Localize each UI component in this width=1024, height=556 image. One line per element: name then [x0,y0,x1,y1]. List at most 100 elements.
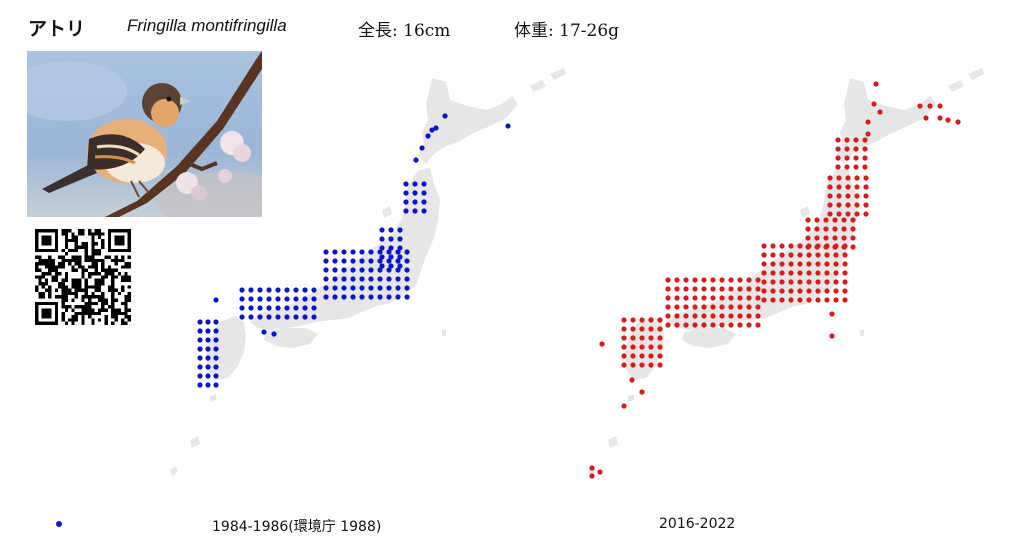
land-shape [170,466,178,476]
period-1-record-dot [341,267,347,273]
period-1-record-dot [293,314,299,320]
period-2-record-dot [683,277,689,283]
period-2-record-dot [710,277,716,283]
period-2-record-dot [862,137,868,143]
period-2-record-dot [833,261,839,267]
period-1-record-dot [505,123,511,129]
period-2-record-dot [737,304,743,310]
period-2-record-dot [728,295,734,301]
period-2-record-dot [639,326,645,332]
period-2-record-dot [845,193,851,199]
period-1-record-dot [257,296,263,302]
period-1-record-dot [239,287,245,293]
period-1-record-dot [350,294,356,300]
period-2-record-dot [746,277,752,283]
period-2-record-dot [945,117,951,123]
period-1-record-dot [239,305,245,311]
period-2-record-dot [824,252,830,258]
body-weight: 体重: 17-26g [514,21,620,41]
period-2-record-dot [842,261,848,267]
period-2-record-dot [863,184,869,190]
period-2-record-dot [630,317,636,323]
period-1-record-dot [425,133,431,139]
period-2-record-dot [683,286,689,292]
period-2-record-dot [728,286,734,292]
period-1-record-dot [197,337,203,343]
period-1-record-dot [379,263,385,269]
period-2-record-dot [770,261,776,267]
period-1-record-dot [311,305,317,311]
period-1-record-dot [404,258,410,264]
period-2-record-dot [788,297,794,303]
period-2-record-dot [806,297,812,303]
period-1-record-dot [311,296,317,302]
period-2-record-dot [701,304,707,310]
period-2-record-dot [728,313,734,319]
period-2-record-dot [853,155,859,161]
period-2-record-dot [845,175,851,181]
period-2-record-dot [701,313,707,319]
period-1-record-dot [359,258,365,264]
period-2-record-dot [815,279,821,285]
period-2-record-dot [842,243,848,249]
period-1-record-dot [386,294,392,300]
period-2-record-dot [648,344,654,350]
period-2-record-dot [923,115,929,121]
period-2-record-dot [835,146,841,152]
period-2-record-dot [937,103,943,109]
period-2-record-dot [815,297,821,303]
period-2-record-dot [665,277,671,283]
period-2-record-dot [845,184,851,190]
period-1-record-dot [197,346,203,352]
period-1-record-dot [205,373,211,379]
period-1-record-dot [386,267,392,273]
period-2-record-dot [692,322,698,328]
period-2-record-dot [761,288,767,294]
period-2-record-dot [629,377,635,383]
land-shape [948,80,964,92]
period-1-record-dot [421,190,427,196]
period-1-record-dot [213,364,219,370]
period-1-record-dot [197,373,203,379]
period-2-record-dot [788,243,794,249]
period-2-record-dot [761,243,767,249]
period-2-record-dot [770,279,776,285]
land-shape [442,330,446,336]
period-1-record-dot [332,249,338,255]
period-2-record-dot [814,217,820,223]
period-2-record-dot [832,235,838,241]
period-1-record-dot [248,314,254,320]
period-2-record-dot [797,270,803,276]
period-1-record-dot [213,355,219,361]
period-2-record-dot [737,277,743,283]
period-1-record-dot [377,267,383,273]
qr-code-icon[interactable] [35,229,131,325]
period-1-record-dot [239,314,245,320]
period-1-record-dot [323,285,329,291]
bird-photo [27,51,262,217]
period-1-record-dot [386,258,392,264]
period-2-record-dot [761,252,767,258]
period-1-record-dot [403,190,409,196]
period-2-record-dot [621,317,627,323]
land-shape [190,436,200,448]
period-2-record-dot [597,469,603,475]
period-1-record-dot [395,276,401,282]
period-2-record-dot [657,326,663,332]
period-2-record-dot [674,286,680,292]
period-1-record-dot [368,276,374,282]
period-2-record-dot [805,217,811,223]
land-shape [800,206,810,218]
period-1-record-dot [397,227,403,233]
period-2-record-dot [863,211,869,217]
period-2-record-dot [823,235,829,241]
period-1-record-dot [379,236,385,242]
period-2-record-dot [657,335,663,341]
period-2-record-dot [835,137,841,143]
period-2-record-dot [814,235,820,241]
legend-label-2016-2022: 2016-2022 [659,516,736,532]
period-2-record-dot [648,326,654,332]
period-1-record-dot [323,267,329,273]
period-2-record-dot [862,146,868,152]
period-1-record-dot [341,249,347,255]
